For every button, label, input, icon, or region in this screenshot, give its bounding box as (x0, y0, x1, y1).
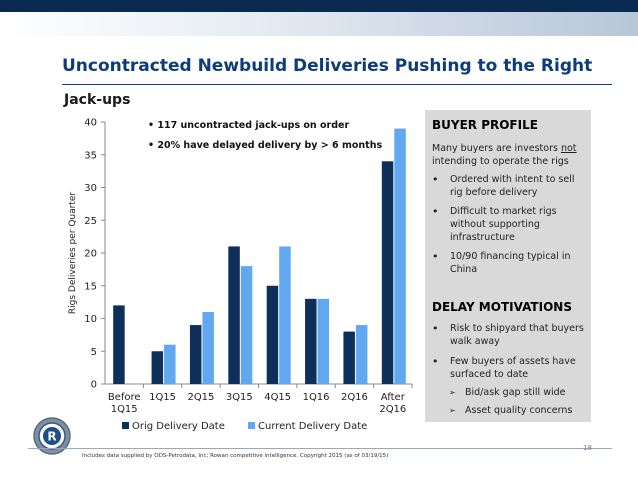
buyer-intro: Many buyers are investors not intending … (432, 142, 592, 168)
bar-orig (381, 161, 394, 384)
header-gradient-band (0, 12, 638, 36)
delay-motivations-heading: DELAY MOTIVATIONS (432, 300, 572, 314)
y-tick-label: 10 (84, 314, 97, 325)
y-tick-label: 25 (84, 216, 97, 227)
y-tick-label: 15 (84, 281, 97, 292)
x-tick-label: Before (108, 392, 141, 403)
bar-current (240, 266, 253, 384)
bullet-icon: • (432, 355, 439, 368)
bar-orig (113, 305, 125, 384)
bullet-icon: • (432, 173, 439, 186)
x-tick-label: 1Q15 (111, 404, 138, 415)
info-panel: BUYER PROFILE Many buyers are investors … (425, 110, 591, 422)
y-tick-label: 0 (91, 380, 97, 391)
slide-title: Uncontracted Newbuild Deliveries Pushing… (62, 56, 593, 76)
slide-subtitle: Jack-ups (64, 92, 131, 108)
chart-annotation: • 20% have delayed delivery by > 6 month… (148, 140, 382, 151)
bar-orig (189, 325, 202, 384)
bullet-icon: • (432, 250, 439, 263)
x-tick-label: 2Q15 (187, 392, 214, 403)
x-tick-label: 1Q16 (303, 392, 330, 403)
bar-current (317, 298, 330, 384)
bar-orig (266, 285, 279, 384)
buyer-intro-emphasis: not (560, 143, 577, 154)
y-tick-label: 30 (84, 183, 97, 194)
bar-orig (305, 298, 317, 384)
bar-orig (151, 351, 164, 384)
buyer-intro-part1: Many buyers are investors (432, 143, 561, 154)
y-tick-label: 5 (91, 347, 97, 358)
y-tick-label: 35 (84, 150, 97, 161)
legend-swatch (122, 422, 129, 429)
bar-orig (228, 246, 240, 384)
arrow-bullet-icon: ➢ (449, 388, 456, 397)
y-tick-label: 40 (84, 118, 97, 129)
bar-current (202, 311, 214, 384)
header-bar (0, 0, 638, 12)
bar-current (164, 344, 176, 384)
x-tick-label: After (381, 392, 406, 403)
legend-swatch (248, 422, 255, 429)
logo-letter: R (47, 430, 56, 444)
bar-current (279, 246, 291, 384)
x-tick-label: 2Q16 (341, 392, 368, 403)
buyer-profile-heading: BUYER PROFILE (432, 118, 538, 132)
bar-orig (343, 331, 355, 384)
source-note: Includes data supplied by ODS-Petrodata,… (82, 453, 389, 459)
bar-current (355, 325, 368, 384)
x-tick-label: 4Q15 (264, 392, 291, 403)
legend-label: Orig Delivery Date (132, 421, 225, 432)
bar-chart: 0 5 10 15 20 25 30 35 40 Rigs Deliveries per Quar… (68, 118, 413, 432)
buyer-intro-part2: intending to operate the rigs (432, 156, 569, 167)
bullet-icon: • (432, 205, 439, 218)
company-logo: R (33, 417, 71, 455)
chart-annotation: • 117 uncontracted jack-ups on order (148, 120, 349, 131)
bullet-icon: • (432, 322, 439, 335)
page-number: 18 (583, 444, 592, 452)
y-axis-title: Rigs Deliveries per Quarter (68, 192, 78, 315)
footer-divider (28, 448, 612, 449)
x-tick-label: 1Q15 (149, 392, 176, 403)
bar-current (394, 128, 406, 384)
x-tick-label: 2Q16 (379, 404, 406, 415)
title-divider (62, 84, 612, 85)
y-tick-label: 20 (84, 249, 97, 260)
x-tick-label: 3Q15 (226, 392, 253, 403)
arrow-bullet-icon: ➢ (449, 406, 456, 415)
legend-label: Current Delivery Date (258, 421, 367, 432)
